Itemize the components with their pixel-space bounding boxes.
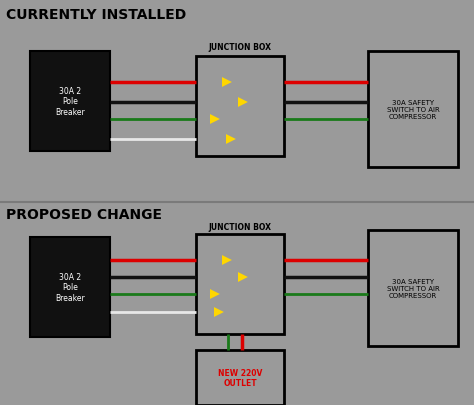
Polygon shape — [214, 307, 224, 317]
Polygon shape — [238, 273, 248, 282]
Polygon shape — [226, 135, 236, 145]
Polygon shape — [222, 78, 232, 88]
Polygon shape — [238, 98, 248, 108]
Text: 30A SAFETY
SWITCH TO AIR
COMPRESSOR: 30A SAFETY SWITCH TO AIR COMPRESSOR — [387, 100, 439, 120]
Bar — [30, 237, 110, 337]
Bar — [196, 57, 284, 157]
Text: 30A 2
Pole
Breaker: 30A 2 Pole Breaker — [55, 273, 85, 302]
Text: CURRENTLY INSTALLED: CURRENTLY INSTALLED — [6, 8, 186, 22]
Text: 30A 2
Pole
Breaker: 30A 2 Pole Breaker — [55, 87, 85, 117]
Polygon shape — [222, 256, 232, 265]
Bar — [30, 52, 110, 151]
Bar — [196, 350, 284, 405]
Text: JUNCTION BOX: JUNCTION BOX — [209, 43, 272, 52]
Bar — [368, 230, 458, 346]
Text: PROPOSED CHANGE: PROPOSED CHANGE — [6, 207, 162, 222]
Polygon shape — [210, 115, 220, 125]
Polygon shape — [210, 289, 220, 299]
Text: JUNCTION BOX: JUNCTION BOX — [209, 222, 272, 231]
Bar — [196, 234, 284, 334]
Text: NEW 220V
OUTLET: NEW 220V OUTLET — [218, 368, 262, 387]
Text: 30A SAFETY
SWITCH TO AIR
COMPRESSOR: 30A SAFETY SWITCH TO AIR COMPRESSOR — [387, 278, 439, 298]
Bar — [368, 52, 458, 168]
